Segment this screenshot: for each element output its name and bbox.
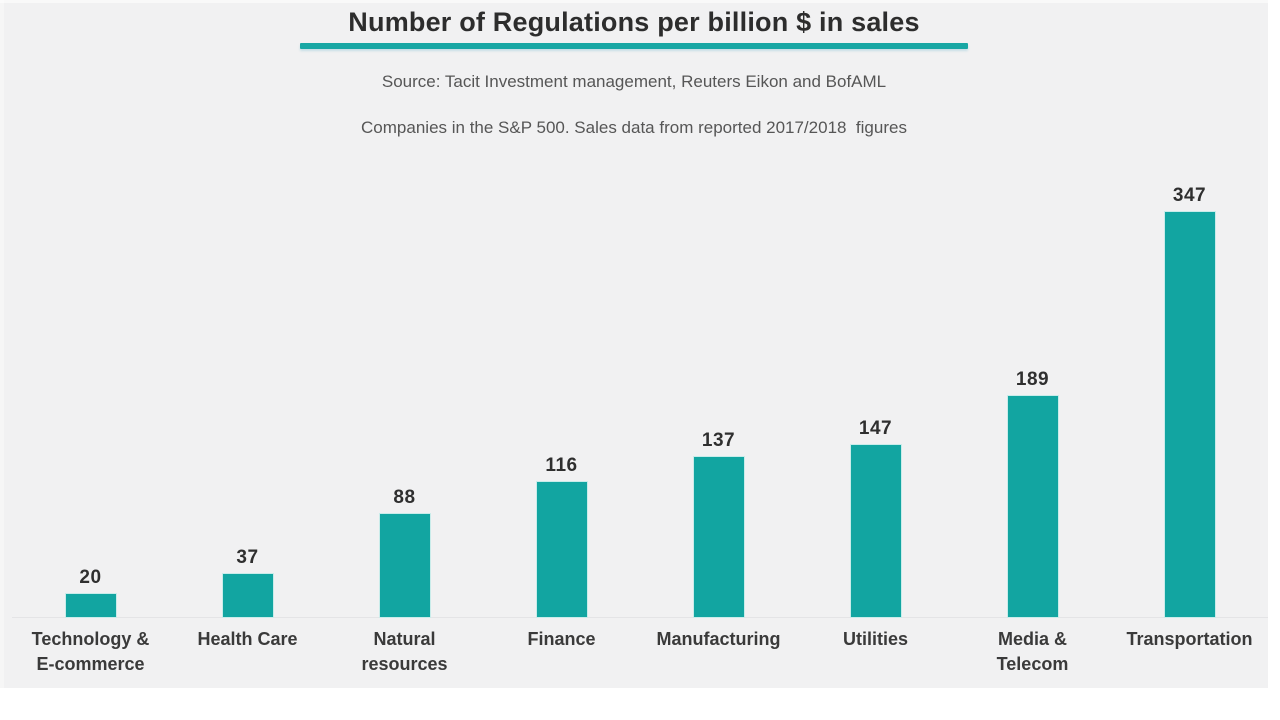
bar-group: 20	[12, 567, 169, 617]
bar	[379, 514, 430, 617]
bar	[693, 457, 744, 617]
plot-area: 20 37 88 116 137 147 189 347	[12, 182, 1268, 618]
bar-group: 147	[797, 418, 954, 617]
bar-value-label: 37	[236, 547, 259, 568]
bar-group: 88	[326, 487, 483, 617]
bar-value-label: 147	[858, 418, 893, 439]
bar-value-label: 20	[79, 567, 102, 588]
bar	[1164, 212, 1215, 617]
bar-value-label: 88	[393, 487, 416, 508]
subtitle-line: Companies in the S&P 500. Sales data fro…	[361, 118, 907, 137]
bar-group: 347	[1111, 185, 1268, 617]
category-label: Natural resources	[361, 629, 448, 674]
bar-value-label: 189	[1015, 369, 1050, 390]
category-label: Utilities	[842, 629, 908, 649]
x-axis-labels: Technology & E-commerce Health Care Natura…	[12, 627, 1268, 677]
bar	[222, 574, 273, 617]
slide-canvas: Number of Regulations per billion $ in s…	[0, 0, 1268, 688]
category-label: Technology & E-commerce	[31, 629, 150, 674]
source-line: Source: Tacit Investment management, Reu…	[381, 72, 887, 91]
chart-title: Number of Regulations per billion $ in s…	[348, 7, 920, 37]
bar	[1007, 396, 1058, 617]
bar-value-label: 347	[1172, 185, 1207, 206]
category-label: Transportation	[1126, 629, 1253, 649]
chart-header: Number of Regulations per billion $ in s…	[0, 0, 1268, 138]
bar-group: 137	[640, 430, 797, 617]
bar-value-label: 137	[701, 430, 736, 451]
bar-value-label: 116	[545, 455, 578, 476]
bar	[65, 594, 116, 617]
title-underline	[300, 43, 968, 49]
bar-group: 37	[169, 547, 326, 617]
category-label: Media & Telecom	[996, 629, 1069, 674]
category-label: Manufacturing	[656, 629, 781, 649]
bar-group: 189	[954, 369, 1111, 617]
bar	[536, 482, 587, 617]
bar-group: 116	[483, 455, 640, 617]
category-label: Finance	[527, 629, 596, 649]
bar	[850, 445, 901, 617]
bar-chart: 20 37 88 116 137 147 189 347 Technology & E-com…	[12, 182, 1268, 677]
category-label: Health Care	[197, 629, 298, 649]
